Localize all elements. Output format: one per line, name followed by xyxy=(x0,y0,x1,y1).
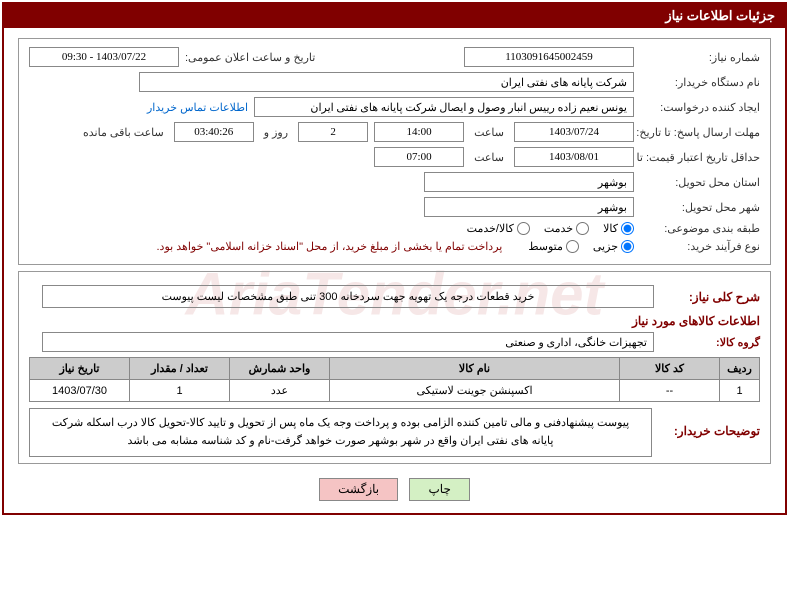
row-buyer-org: نام دستگاه خریدار: xyxy=(29,72,760,92)
purchase-type-label: نوع فرآیند خرید: xyxy=(640,240,760,253)
details-fieldset: شرح کلی نیاز: خرید قطعات درجه یک تهویه ج… xyxy=(18,271,771,464)
time-remaining-suffix: ساعت باقی مانده xyxy=(79,126,168,139)
delivery-province-input[interactable] xyxy=(424,172,634,192)
announce-datetime-input[interactable] xyxy=(29,47,179,67)
goods-group-input[interactable] xyxy=(42,332,654,352)
purchase-type-radio-group: جزیی متوسط xyxy=(528,240,634,253)
category-radio-group: کالا خدمت کالا/خدمت xyxy=(467,222,634,235)
requester-label: ایجاد کننده درخواست: xyxy=(640,101,760,114)
print-button[interactable]: چاپ xyxy=(409,478,469,501)
cell-item-code: -- xyxy=(620,380,720,402)
col-quantity: تعداد / مقدار xyxy=(130,358,230,380)
announce-datetime-label: تاریخ و ساعت اعلان عمومی: xyxy=(185,51,315,64)
delivery-city-label: شهر محل تحویل: xyxy=(640,201,760,214)
row-delivery-province: استان محل تحویل: xyxy=(29,172,760,192)
col-item-name: نام کالا xyxy=(330,358,620,380)
goods-table-head: ردیف کد کالا نام کالا واحد شمارش تعداد /… xyxy=(30,358,760,380)
row-purchase-type: نوع فرآیند خرید: جزیی متوسط پرداخت تمام … xyxy=(29,240,760,253)
info-fieldset: شماره نیاز: تاریخ و ساعت اعلان عمومی: نا… xyxy=(18,38,771,265)
row-delivery-city: شهر محل تحویل: xyxy=(29,197,760,217)
purchase-partial-input[interactable] xyxy=(621,240,634,253)
category-goods-service-radio[interactable]: کالا/خدمت xyxy=(467,222,530,235)
buyer-org-label: نام دستگاه خریدار: xyxy=(640,76,760,89)
response-deadline-time-input[interactable] xyxy=(374,122,464,142)
category-goods-label: کالا xyxy=(603,222,618,235)
category-service-radio[interactable]: خدمت xyxy=(544,222,589,235)
row-need-number: شماره نیاز: تاریخ و ساعت اعلان عمومی: xyxy=(29,47,760,67)
need-summary-label: شرح کلی نیاز: xyxy=(660,290,760,304)
category-service-label: خدمت xyxy=(544,222,573,235)
price-validity-label: حداقل تاریخ اعتبار قیمت: تا تاریخ: xyxy=(640,151,760,164)
col-need-date: تاریخ نیاز xyxy=(30,358,130,380)
row-goods-group: گروه کالا: xyxy=(29,332,760,352)
requester-input[interactable] xyxy=(254,97,634,117)
time-label-2: ساعت xyxy=(470,151,508,164)
delivery-city-input[interactable] xyxy=(424,197,634,217)
cell-need-date: 1403/07/30 xyxy=(30,380,130,402)
days-remaining-input xyxy=(298,122,368,142)
page-title: جزئیات اطلاعات نیاز xyxy=(665,8,775,23)
content-area: شماره نیاز: تاریخ و ساعت اعلان عمومی: نا… xyxy=(4,28,785,513)
back-button[interactable]: بازگشت xyxy=(319,478,398,501)
row-price-validity: حداقل تاریخ اعتبار قیمت: تا تاریخ: ساعت xyxy=(29,147,760,167)
table-row: 1 -- اکسپنشن جوینت لاستیکی عدد 1 1403/07… xyxy=(30,380,760,402)
row-requester: ایجاد کننده درخواست: اطلاعات تماس خریدار xyxy=(29,97,760,117)
delivery-province-label: استان محل تحویل: xyxy=(640,176,760,189)
category-goods-radio[interactable]: کالا xyxy=(603,222,634,235)
category-goods-service-label: کالا/خدمت xyxy=(467,222,514,235)
row-response-deadline: مهلت ارسال پاسخ: تا تاریخ: ساعت روز و سا… xyxy=(29,122,760,142)
purchase-medium-radio[interactable]: متوسط xyxy=(528,240,579,253)
cell-quantity: 1 xyxy=(130,380,230,402)
page-title-bar: جزئیات اطلاعات نیاز xyxy=(4,4,785,28)
payment-note: پرداخت تمام یا بخشی از مبلغ خرید، از محل… xyxy=(157,240,503,253)
goods-table: ردیف کد کالا نام کالا واحد شمارش تعداد /… xyxy=(29,357,760,402)
goods-group-label: گروه کالا: xyxy=(660,336,760,349)
need-number-input[interactable] xyxy=(464,47,634,67)
main-container: جزئیات اطلاعات نیاز شماره نیاز: تاریخ و … xyxy=(2,2,787,515)
cell-row-num: 1 xyxy=(720,380,760,402)
purchase-partial-label: جزیی xyxy=(593,240,618,253)
row-category: طبقه بندی موضوعی: کالا خدمت کالا/خدمت xyxy=(29,222,760,235)
purchase-medium-label: متوسط xyxy=(528,240,563,253)
buyer-notes-box: پیوست پیشنهادفنی و مالی تامین کننده الزا… xyxy=(29,408,652,457)
response-deadline-date-input[interactable] xyxy=(514,122,634,142)
buyer-notes-row: توضیحات خریدار: پیوست پیشنهادفنی و مالی … xyxy=(29,408,760,457)
buyer-notes-label: توضیحات خریدار: xyxy=(660,414,760,438)
row-need-summary: شرح کلی نیاز: خرید قطعات درجه یک تهویه ج… xyxy=(29,284,760,308)
col-row-num: ردیف xyxy=(720,358,760,380)
cell-item-name: اکسپنشن جوینت لاستیکی xyxy=(330,380,620,402)
time-remaining-input xyxy=(174,122,254,142)
purchase-medium-input[interactable] xyxy=(566,240,579,253)
price-validity-time-input[interactable] xyxy=(374,147,464,167)
goods-section-title: اطلاعات کالاهای مورد نیاز xyxy=(29,314,760,328)
col-unit: واحد شمارش xyxy=(230,358,330,380)
response-deadline-label: مهلت ارسال پاسخ: تا تاریخ: xyxy=(640,126,760,139)
buyer-org-input[interactable] xyxy=(139,72,634,92)
purchase-partial-radio[interactable]: جزیی xyxy=(593,240,634,253)
category-service-input[interactable] xyxy=(576,222,589,235)
need-number-label: شماره نیاز: xyxy=(640,51,760,64)
price-validity-date-input[interactable] xyxy=(514,147,634,167)
need-summary-box: خرید قطعات درجه یک تهویه جهت سردخانه 300… xyxy=(42,285,654,308)
action-bar: چاپ بازگشت xyxy=(18,470,771,505)
cell-unit: عدد xyxy=(230,380,330,402)
category-goods-input[interactable] xyxy=(621,222,634,235)
col-item-code: کد کالا xyxy=(620,358,720,380)
category-label: طبقه بندی موضوعی: xyxy=(640,222,760,235)
category-goods-service-input[interactable] xyxy=(517,222,530,235)
days-and-label: روز و xyxy=(260,126,292,139)
buyer-contact-link[interactable]: اطلاعات تماس خریدار xyxy=(147,101,248,114)
time-label-1: ساعت xyxy=(470,126,508,139)
